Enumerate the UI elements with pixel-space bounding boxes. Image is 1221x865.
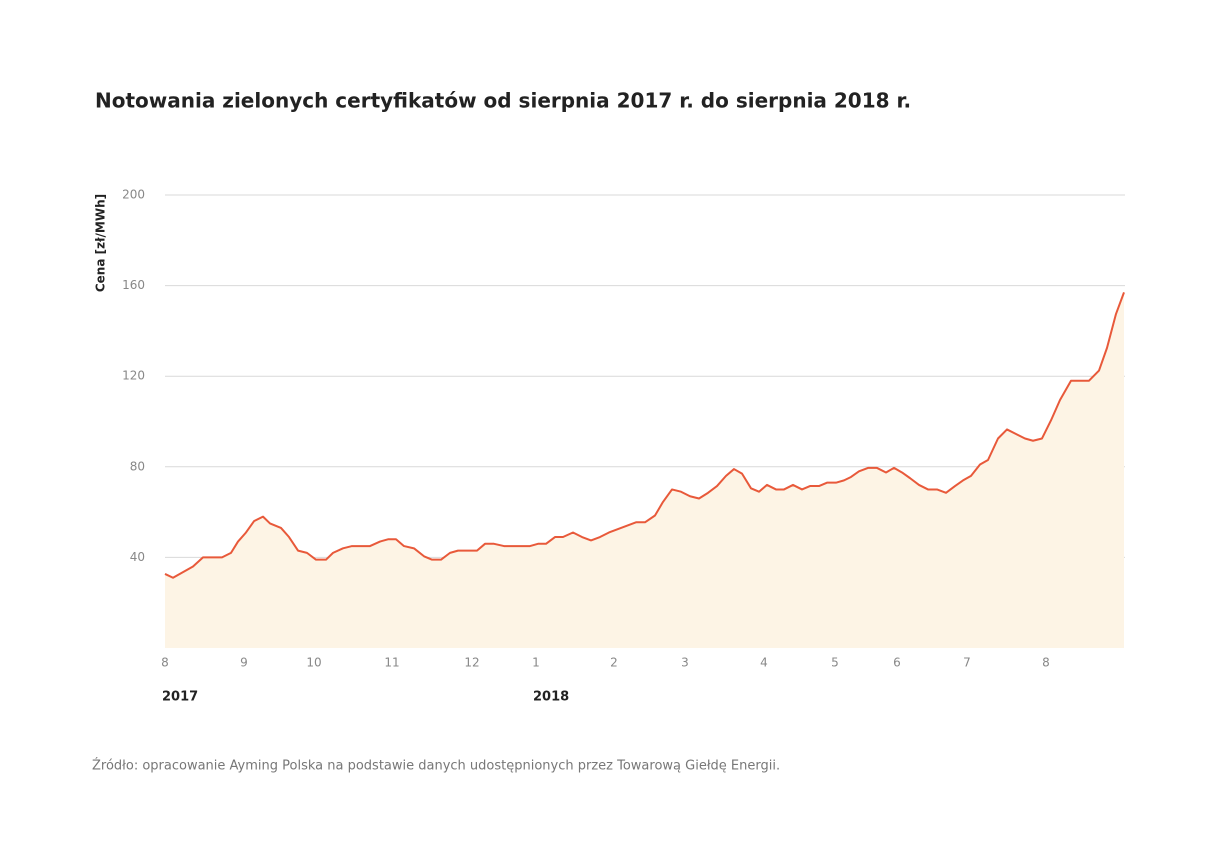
y-tick-label: 80 [130, 459, 145, 473]
x-tick-label: 2 [610, 656, 618, 670]
x-tick-label: 7 [963, 656, 971, 670]
x-tick-label: 3 [681, 656, 689, 670]
x-tick-label: 12 [464, 656, 479, 670]
y-tick-label: 160 [122, 278, 145, 292]
x-tick-label: 5 [831, 656, 839, 670]
x-tick-label: 9 [240, 656, 248, 670]
y-tick-label: 40 [130, 550, 145, 564]
x-tick-label: 10 [306, 656, 321, 670]
x-tick-label: 8 [1042, 656, 1050, 670]
y-tick-label: 200 [122, 188, 145, 202]
x-tick-label: 6 [893, 656, 901, 670]
source: Źródło: opracowanie Ayming Polska na pod… [92, 758, 780, 774]
year-label: 2017 [162, 690, 198, 705]
x-tick-label: 1 [532, 656, 540, 670]
y-tick-label: 120 [122, 369, 145, 383]
year-label: 2018 [533, 690, 569, 705]
area-fill [165, 292, 1124, 648]
x-tick-label: 11 [384, 656, 399, 670]
chart-title: Notowania zielonych certyfikatów od sier… [95, 89, 911, 113]
x-tick-label: 8 [161, 656, 169, 670]
y-axis-label: Cena [zł/MWh] [94, 194, 108, 292]
x-tick-label: 4 [760, 656, 768, 670]
line [164, 292, 1125, 579]
